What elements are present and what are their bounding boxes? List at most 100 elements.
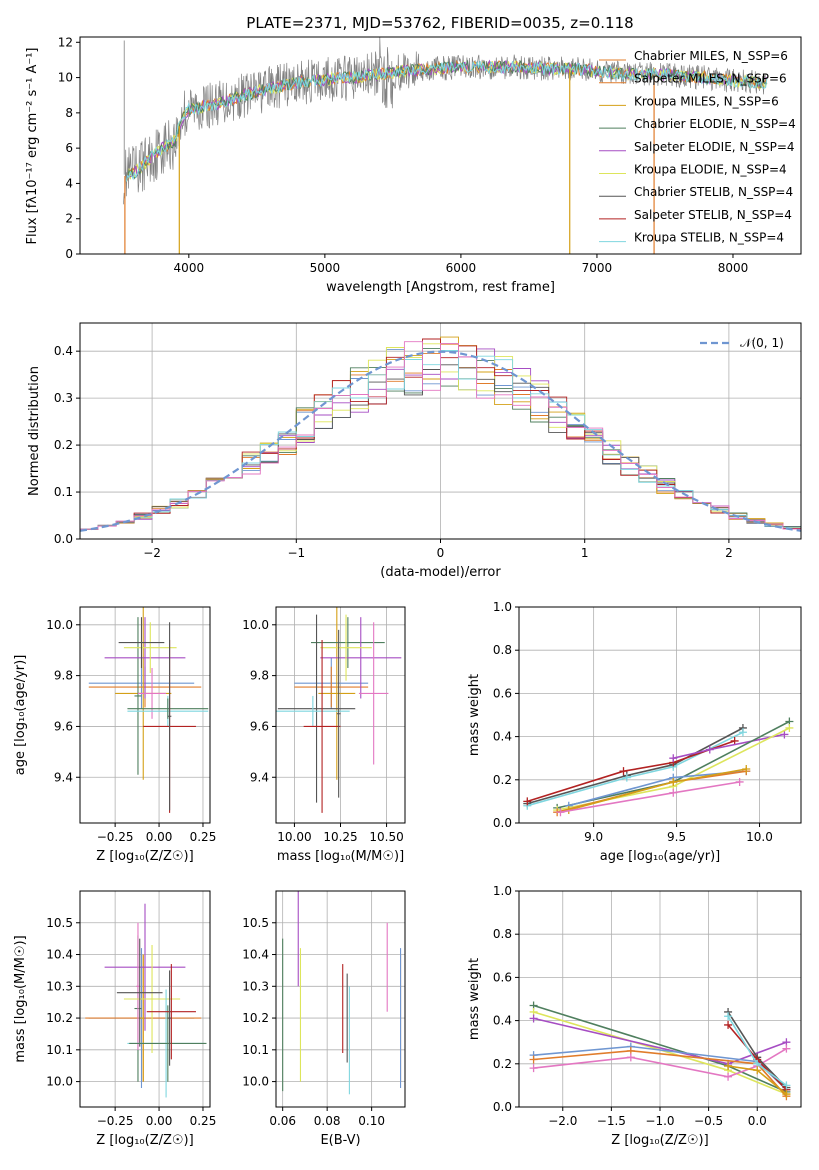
x-axis-label: Z [log₁₀(Z/Z☉)] [96, 1133, 193, 1148]
y-tick-label: 1.0 [493, 600, 512, 614]
legend-entry: Kroupa STELIB, N_SSP=4 [634, 231, 784, 245]
mass-weight-point [742, 765, 751, 773]
y-tick-label: 10.0 [242, 618, 269, 632]
observed-spectrum-line [123, 37, 768, 205]
mass-weight-point [785, 723, 794, 732]
y-tick-label: 0.2 [493, 1057, 512, 1071]
x-tick-label: 7000 [582, 261, 613, 275]
y-tick-label: 10.5 [242, 916, 269, 930]
x-tick-label: −2.0 [548, 1114, 577, 1128]
mass-weight-line [527, 727, 744, 805]
legend-entry: Salpeter ELODIE, N_SSP=4 [634, 140, 795, 154]
mass-weight-point [669, 754, 678, 763]
weight-vs-metallicity-panel: −2.0 −1.5 −1.0 −0.5 0.0 0.0 0.2 0.4 0.6 0.8 1.0 Z [… [467, 884, 802, 1148]
x-tick-label: 10.50 [369, 830, 403, 844]
y-tick-label: 0.8 [493, 643, 512, 657]
y-tick-label: 0.1 [54, 485, 73, 499]
x-axis-label: (data-model)/error [380, 565, 501, 580]
spectrum-panel: 4000 5000 6000 7000 8000 0 2 4 6 8 10 12 wavelength … [25, 35, 802, 295]
y-tick-label: 9.4 [250, 770, 269, 784]
y-tick-label: 0.0 [493, 1100, 512, 1114]
y-axis-label: Flux [fλ10⁻¹⁷ erg cm⁻² s⁻¹ A⁻¹] [25, 48, 40, 245]
x-tick-label: 0.25 [190, 830, 217, 844]
y-axis-label: age [log₁₀(age/yr)] [13, 655, 28, 776]
y-tick-label: 10.3 [242, 979, 269, 993]
x-tick-label: 8000 [718, 261, 749, 275]
model-spectrum-line [125, 60, 768, 182]
y-axis-label: Normed distribution [27, 366, 42, 496]
y-tick-label: 9.4 [54, 770, 73, 784]
x-tick-label: 9.5 [667, 830, 686, 844]
model-spectrum-line [125, 59, 768, 182]
weight-vs-age-panel: 9.0 9.5 10.0 0.0 0.2 0.4 0.6 0.8 1.0 age [log₁₀(a… [467, 600, 802, 864]
legend-entry: Chabrier STELIB, N_SSP=4 [634, 185, 793, 199]
y-tick-label: 0.0 [493, 816, 512, 830]
spectrum-title: PLATE=2371, MJD=53762, FIBERID=0035, z=0… [246, 14, 633, 32]
x-tick-label: −1.0 [645, 1114, 674, 1128]
x-tick-label: 0.25 [190, 1114, 217, 1128]
model-spectrum-line [125, 59, 768, 182]
normal-curve [79, 350, 802, 532]
axes-frame [79, 606, 211, 824]
y-tick-label: 0 [65, 247, 73, 261]
x-axis-label: age [log₁₀(age/yr)] [600, 849, 721, 864]
y-tick-label: 0.4 [493, 730, 512, 744]
mass-weight-point [738, 728, 747, 737]
y-tick-label: 0.2 [493, 773, 512, 787]
age-vs-mass-panel: 10.00 10.25 10.50 9.4 9.6 9.8 10.0 mass [log₁₀(… [242, 606, 406, 864]
mass-vs-metallicity-panel: −0.25 0.00 0.25 10.0 10.1 10.2 10.3 10.4 10.5 Z [… [13, 890, 217, 1148]
mass-weight-point [735, 777, 744, 786]
mass-weight-point [529, 1064, 538, 1073]
y-tick-label: 1.0 [493, 884, 512, 898]
age-vs-metallicity-panel: −0.25 0.00 0.25 9.4 9.6 9.8 10.0 Z [log₁₀(Z/Z☉)… [13, 606, 217, 864]
y-tick-label: 6 [65, 141, 73, 155]
legend-entry: Kroupa MILES, N_SSP=6 [634, 94, 779, 108]
x-tick-label: −0.25 [97, 1114, 134, 1128]
y-tick-label: 9.6 [250, 719, 269, 733]
x-tick-label: −0.5 [694, 1114, 723, 1128]
y-tick-label: 9.8 [250, 669, 269, 683]
y-tick-label: 0.2 [54, 438, 73, 452]
legend-entry: Kroupa ELODIE, N_SSP=4 [634, 163, 787, 177]
axes-frame [79, 890, 211, 1108]
x-tick-label: 9.0 [584, 830, 603, 844]
mass-weight-point [669, 788, 678, 797]
x-axis-label: wavelength [Angstrom, rest frame] [326, 280, 555, 295]
x-tick-label: 0.08 [314, 1114, 341, 1128]
x-tick-label: 6000 [446, 261, 477, 275]
legend-entry: Chabrier MILES, N_SSP=6 [634, 49, 788, 63]
mass-weight-line [533, 1049, 787, 1097]
y-axis-label: mass weight [467, 958, 482, 1040]
legend-entry: Chabrier ELODIE, N_SSP=4 [634, 117, 796, 131]
y-tick-label: 10 [58, 71, 73, 85]
x-tick-label: 0.06 [269, 1114, 296, 1128]
residual-histogram-step [79, 341, 801, 539]
legend-entry: Salpeter MILES, N_SSP=6 [634, 72, 787, 86]
y-tick-label: 0.6 [493, 686, 512, 700]
y-axis-label: mass weight [467, 674, 482, 756]
x-tick-label: −2 [143, 546, 161, 560]
x-tick-label: 0.00 [146, 830, 173, 844]
y-tick-label: 10.2 [242, 1011, 269, 1025]
y-tick-label: 0.6 [493, 970, 512, 984]
x-tick-label: −0.25 [97, 830, 134, 844]
mass-weight-point [626, 1053, 635, 1062]
x-tick-label: 2 [725, 546, 733, 560]
mass-weight-point [724, 1020, 733, 1029]
y-tick-label: 10.0 [46, 618, 73, 632]
y-tick-label: 0.4 [54, 344, 73, 358]
y-tick-label: 4 [65, 176, 73, 190]
y-tick-label: 10.3 [46, 979, 73, 993]
axes-frame [79, 36, 802, 255]
y-tick-label: 0.4 [493, 1014, 512, 1028]
mass-weight-point [622, 773, 631, 782]
x-axis-label: E(B-V) [320, 1133, 360, 1148]
mass-weight-point [782, 1044, 791, 1053]
mass-weight-point [529, 1014, 538, 1023]
mass-weight-point [724, 1012, 733, 1021]
legend-entry: 𝒩(0, 1) [740, 336, 784, 350]
axes-frame [275, 890, 406, 1108]
x-tick-label: 0 [437, 546, 445, 560]
y-axis-label: mass [log₁₀(M/M☉)] [13, 935, 28, 1062]
